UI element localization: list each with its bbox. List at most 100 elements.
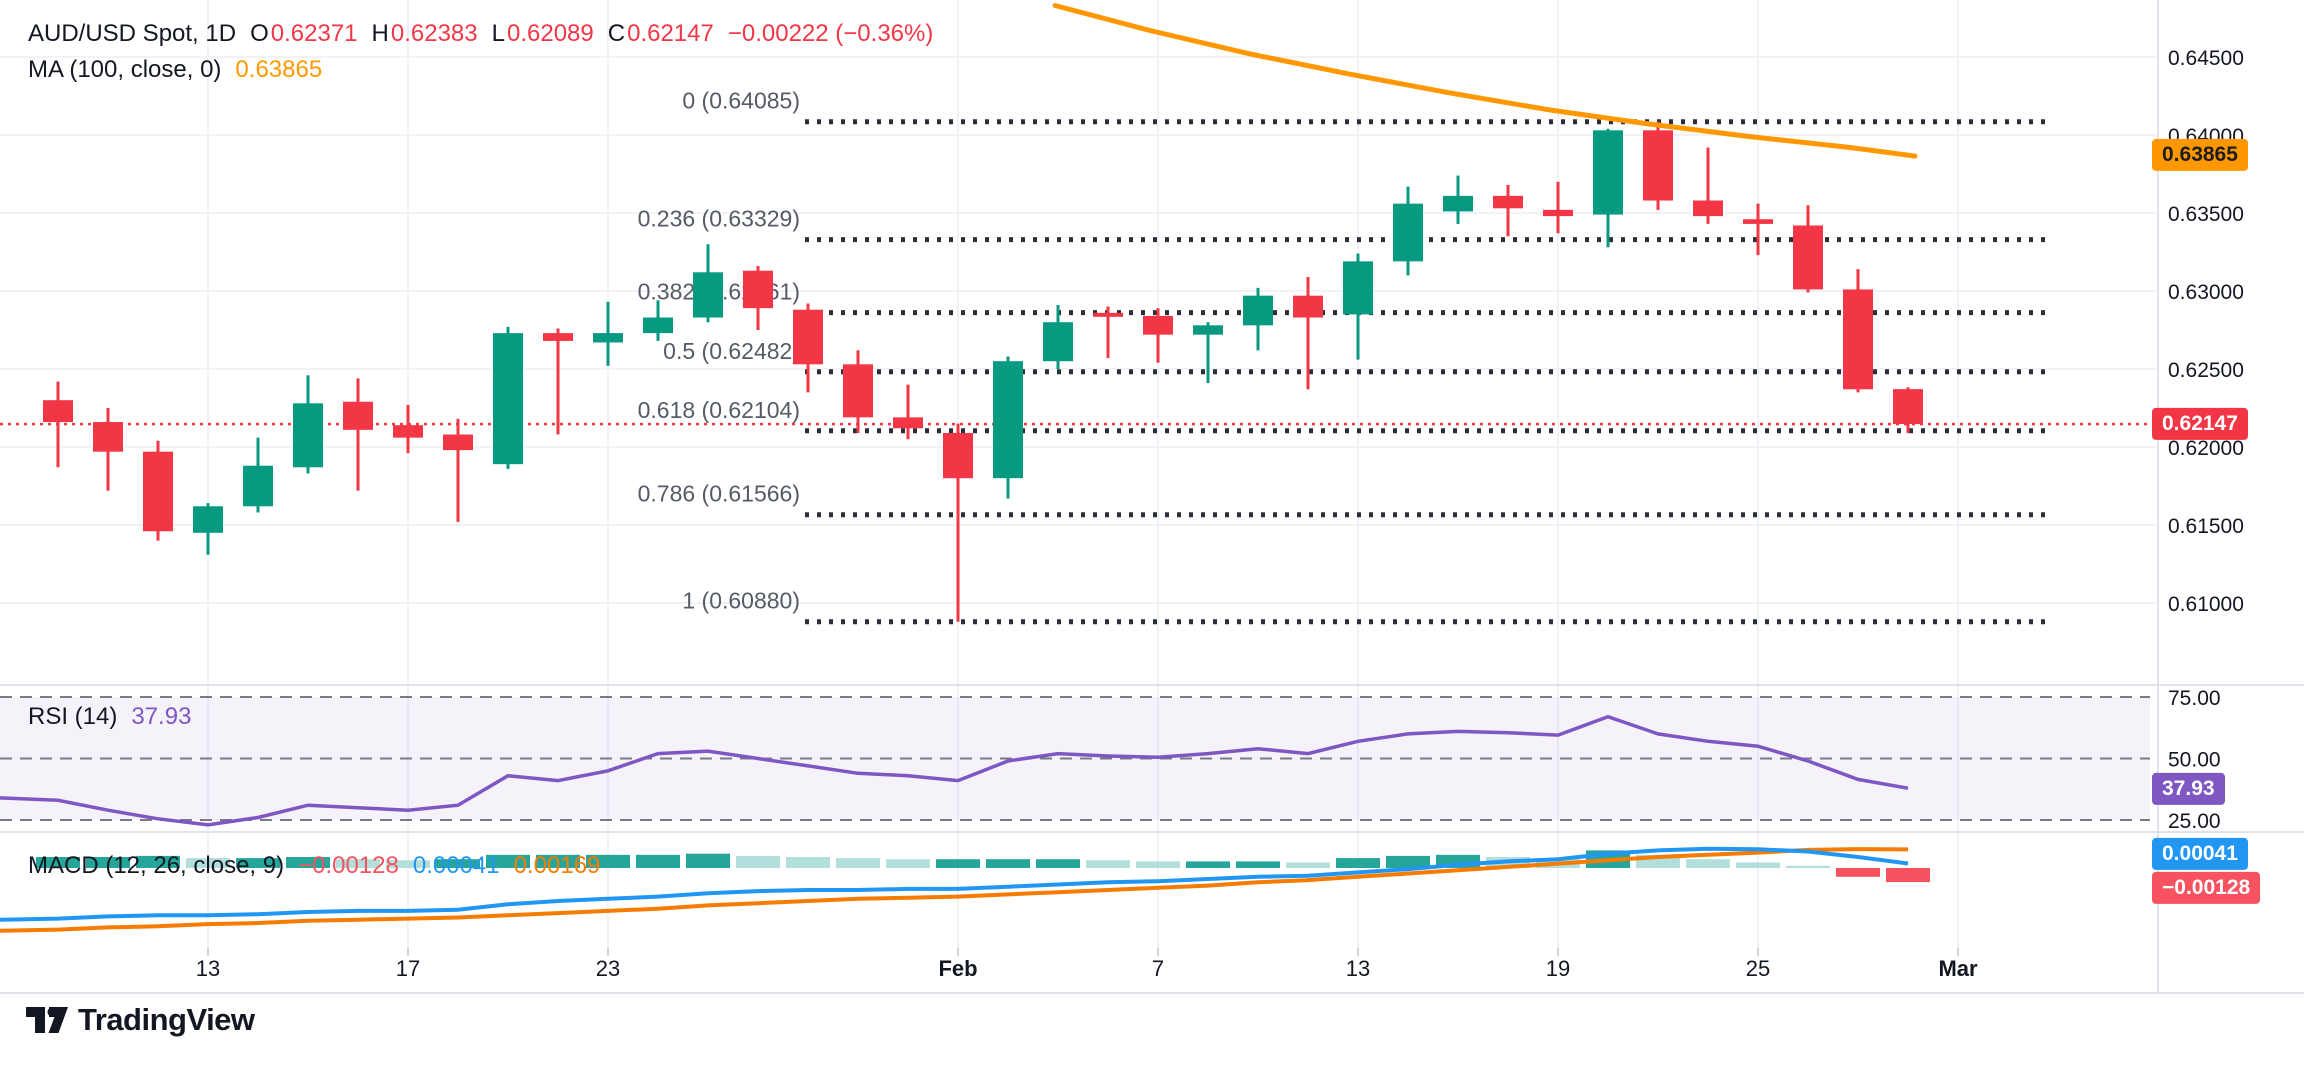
ma-value: 0.63865 xyxy=(235,56,323,83)
candle-body xyxy=(993,361,1023,479)
time-axis-label[interactable]: Feb xyxy=(938,956,977,981)
macd-histogram-bar xyxy=(336,859,380,868)
fib-level-label: 0.5 (0.62482) xyxy=(663,338,800,364)
time-axis-label[interactable]: 17 xyxy=(396,956,420,981)
price-axis-label: 0.61000 xyxy=(2168,593,2244,616)
time-axis-label[interactable]: Mar xyxy=(1938,956,1978,981)
candle-body xyxy=(1843,289,1873,390)
tradingview-logo[interactable]: TradingView xyxy=(26,1002,255,1038)
candle-body xyxy=(293,403,323,468)
time-axis-label[interactable]: 25 xyxy=(1746,956,1770,981)
time-axis-label[interactable]: 19 xyxy=(1546,956,1570,981)
macd-histogram-bar xyxy=(1236,861,1280,868)
ohlc-high: H 0.62383 xyxy=(371,20,478,47)
rsi-line xyxy=(0,714,1909,827)
macd-histogram xyxy=(36,850,1930,883)
candle-body xyxy=(493,333,523,465)
macd-histogram-bar xyxy=(386,860,430,868)
macd-histogram-bar xyxy=(836,858,880,868)
macd-value-badge: 0.00041 xyxy=(2152,837,2248,871)
candle-body xyxy=(1893,389,1923,425)
macd-hist-value: −0.00128 xyxy=(298,852,399,879)
candle-body xyxy=(893,417,923,429)
macd-histogram-bar xyxy=(486,854,530,868)
price-axis-label: 0.62000 xyxy=(2168,437,2244,460)
symbol-legend: AUD/USD Spot, 1D O 0.62371 H 0.62383 L 0.62… xyxy=(28,20,933,48)
candle-body xyxy=(543,333,573,341)
candle-body xyxy=(43,400,73,423)
fib-level-label: 0.618 (0.62104) xyxy=(638,397,800,423)
candle-body xyxy=(393,425,423,438)
candle-body xyxy=(693,272,723,318)
time-axis-label[interactable]: 7 xyxy=(1152,956,1164,981)
candle-body xyxy=(593,333,623,343)
candle-body xyxy=(793,309,823,365)
macd-histogram-bar xyxy=(536,854,580,868)
candle-body xyxy=(643,317,673,334)
macd-hist-badge: −0.00128 xyxy=(2152,871,2261,905)
candle-body xyxy=(1343,261,1373,315)
fib-level-label: 0.786 (0.61566) xyxy=(638,481,800,507)
macd-histogram-bar xyxy=(1136,861,1180,868)
candle-body xyxy=(1493,195,1523,209)
candlestick-series[interactable] xyxy=(43,121,1923,622)
candle-body xyxy=(1093,312,1123,317)
macd-histogram-bar xyxy=(1336,858,1380,868)
price-axis-label: 0.63000 xyxy=(2168,281,2244,304)
candle-body xyxy=(1693,200,1723,217)
fib-level-label: 0.236 (0.63329) xyxy=(638,206,800,232)
fib-level-label: 0 (0.64085) xyxy=(682,88,800,114)
macd-histogram-bar xyxy=(1036,859,1080,868)
price-axis-label: 0.61500 xyxy=(2168,515,2244,538)
time-axis-label[interactable]: 13 xyxy=(1346,956,1370,981)
last-price-badge: 0.62147 xyxy=(2152,407,2248,441)
macd-histogram-bar xyxy=(736,855,780,868)
candle-body xyxy=(1043,322,1073,362)
tradingview-logo-text: TradingView xyxy=(78,1002,255,1037)
rsi-legend: RSI (14) 37.93 xyxy=(28,703,191,731)
rsi-axis-label: 75.00 xyxy=(2168,687,2221,710)
rsi-value: 37.93 xyxy=(131,703,192,730)
candle-body xyxy=(1393,203,1423,262)
fib-level-label: 1 (0.60880) xyxy=(682,588,800,614)
ma-price-badge: 0.63865 xyxy=(2152,138,2248,172)
price-axis-label: 0.63500 xyxy=(2168,203,2244,226)
ohlc-low: L 0.62089 xyxy=(491,20,594,47)
candle-body xyxy=(443,434,473,451)
candle-body xyxy=(1793,225,1823,290)
candle-body xyxy=(1743,219,1773,224)
macd-histogram-bar xyxy=(1286,862,1330,868)
macd-histogram-bar xyxy=(1386,855,1430,868)
macd-histogram-bar xyxy=(936,859,980,868)
macd-histogram-bar xyxy=(236,858,280,868)
time-axis-label[interactable]: 13 xyxy=(196,956,220,981)
candle-body xyxy=(1243,295,1273,326)
candle-body xyxy=(1193,325,1223,335)
time-axis-label[interactable]: 23 xyxy=(596,956,620,981)
rsi-axis-label: 25.00 xyxy=(2168,810,2221,833)
macd-histogram-bar xyxy=(1886,868,1930,883)
macd-legend: MACD (12, 26, close, 9) −0.00128 0.00041… xyxy=(28,852,600,880)
macd-histogram-bar xyxy=(636,854,680,868)
candle-body xyxy=(93,422,123,452)
macd-histogram-bar xyxy=(1086,860,1130,868)
candle-body xyxy=(1643,130,1673,201)
macd-histogram-bar xyxy=(436,859,480,868)
macd-histogram-bar xyxy=(36,857,80,868)
macd-line xyxy=(0,846,1909,922)
candle-body xyxy=(1543,209,1573,217)
macd-histogram-bar xyxy=(886,859,930,868)
candle-body xyxy=(143,451,173,532)
ohlc-close: C 0.62147 xyxy=(607,20,714,47)
symbol-title: AUD/USD Spot, 1D xyxy=(28,20,237,47)
macd-histogram-bar xyxy=(1836,868,1880,877)
macd-signal-line xyxy=(0,847,1909,933)
macd-histogram-bar xyxy=(586,854,630,868)
ma-legend: MA (100, close, 0) 0.63865 xyxy=(28,56,322,84)
macd-histogram-bar xyxy=(286,857,330,868)
macd-histogram-bar xyxy=(1686,859,1730,868)
macd-histogram-bar xyxy=(86,857,130,868)
candle-body xyxy=(943,432,973,479)
candle-body xyxy=(1143,315,1173,335)
